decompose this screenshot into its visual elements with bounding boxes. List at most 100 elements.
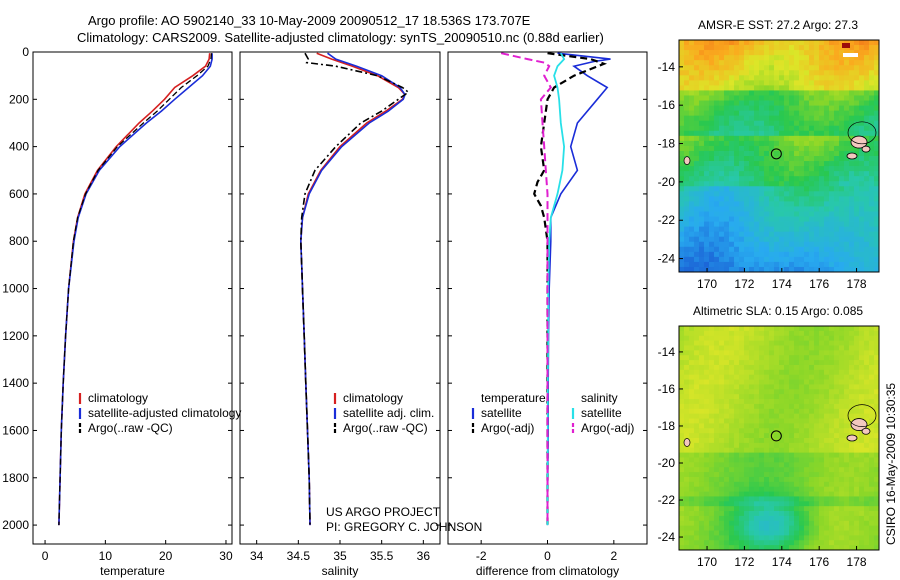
map-cell (829, 340, 835, 346)
map-cell (714, 211, 720, 217)
map-cell (844, 374, 850, 380)
map-cell (789, 261, 795, 268)
map-cell (739, 145, 745, 152)
map-cell (754, 428, 760, 434)
map-cell (724, 535, 730, 541)
map-cell (869, 501, 875, 507)
map-cell (824, 330, 830, 337)
legend-label: satellite (581, 406, 622, 420)
map-cell (749, 433, 755, 439)
map-cell (679, 166, 685, 172)
map-cell (744, 60, 750, 66)
map-cell (829, 231, 835, 238)
map-cell (749, 40, 755, 46)
map-cell (679, 120, 685, 127)
map-cell (779, 384, 785, 390)
map-cell (684, 236, 690, 243)
y-tick-label: 400 (9, 140, 29, 154)
map-cell (719, 50, 725, 56)
map-cell (774, 369, 780, 376)
map-cell (809, 330, 815, 337)
map-cell (679, 355, 685, 361)
map-cell (739, 364, 745, 371)
map-cell (809, 418, 815, 424)
map-cell (859, 251, 865, 258)
map-cell (749, 266, 755, 273)
map-cell (689, 335, 695, 342)
map-cell (874, 261, 880, 268)
map-cell (854, 413, 860, 419)
map-cell (809, 379, 815, 385)
map-cell (689, 364, 695, 371)
map-cell (764, 545, 770, 551)
map-cell (814, 467, 820, 473)
map-cell (754, 481, 760, 488)
map-cell (684, 140, 690, 147)
map-cell (844, 399, 850, 405)
map-cell (799, 231, 805, 238)
coastline-contour (847, 121, 877, 145)
map-cell (874, 423, 880, 429)
map-cell (804, 447, 810, 454)
map-cell (869, 186, 875, 192)
map-cell (749, 355, 755, 361)
map-cell (694, 221, 700, 228)
map-cell (719, 535, 725, 541)
map-cell (864, 360, 870, 366)
map-cell (869, 105, 875, 112)
map-cell (679, 60, 685, 66)
map-cell (849, 476, 855, 483)
map-cell (724, 350, 730, 356)
map-cell (749, 340, 755, 346)
map-cell (724, 261, 730, 268)
map-cell (839, 201, 845, 207)
map-cell (844, 326, 850, 332)
map-cell (869, 85, 875, 91)
map-cell (799, 156, 805, 162)
map-cell (694, 423, 700, 429)
map-cell (819, 496, 825, 502)
map-cell (799, 491, 805, 497)
map-cell (754, 206, 760, 212)
map-cell (789, 506, 795, 512)
map-cell (784, 70, 790, 76)
map-cell (774, 55, 780, 61)
map-cell (769, 476, 775, 483)
map-cell (744, 105, 750, 112)
map-cell (849, 384, 855, 390)
map-cell (739, 326, 745, 332)
map-cell (769, 438, 775, 444)
map-cell (844, 389, 850, 395)
map-cell (729, 125, 735, 132)
map-cell (799, 256, 805, 263)
map-cell (789, 100, 795, 106)
map-cell (869, 216, 875, 222)
map-cell (734, 85, 740, 91)
map-cell (699, 467, 705, 473)
map-cell (709, 85, 715, 91)
map-cell (759, 241, 765, 248)
map-cell (759, 399, 765, 405)
map-cell (864, 150, 870, 157)
map-cell (824, 476, 830, 483)
map-cell (679, 545, 685, 551)
map-cell (689, 251, 695, 258)
map-cell (719, 428, 725, 434)
map-cell (749, 196, 755, 202)
map-cell (724, 540, 730, 546)
map-cell (689, 379, 695, 385)
map-cell (699, 501, 705, 507)
map-cell (774, 501, 780, 507)
map-cell (844, 236, 850, 243)
map-cell (759, 125, 765, 132)
map-cell (694, 326, 700, 332)
map-cell (779, 472, 785, 478)
map-cell (794, 171, 800, 177)
map-cell (804, 486, 810, 492)
map-cell (709, 166, 715, 172)
map-cell (859, 408, 865, 415)
map-cell (824, 120, 830, 127)
map-cell (764, 186, 770, 192)
map-cell (859, 438, 865, 444)
map-cell (819, 85, 825, 91)
